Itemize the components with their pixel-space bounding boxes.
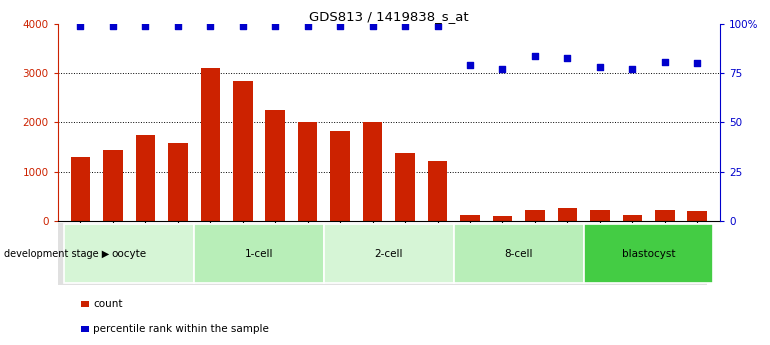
Bar	[233, 81, 253, 221]
Point	[594, 65, 606, 70]
Bar	[330, 131, 350, 221]
Point	[334, 23, 346, 29]
Title: GDS813 / 1419838_s_at: GDS813 / 1419838_s_at	[309, 10, 469, 23]
Text: oocyte: oocyte	[112, 249, 147, 258]
Point	[529, 53, 541, 58]
Bar	[266, 110, 285, 221]
Point	[269, 23, 281, 29]
Bar	[363, 122, 383, 221]
Bar	[454, 224, 584, 283]
Point	[658, 59, 671, 64]
Point	[691, 61, 703, 66]
Point	[626, 67, 638, 72]
Bar	[557, 208, 578, 221]
Bar	[395, 153, 415, 221]
Point	[367, 23, 379, 29]
Point	[107, 23, 119, 29]
Point	[497, 67, 509, 72]
Point	[204, 23, 216, 29]
Bar	[64, 224, 194, 283]
Bar	[103, 149, 122, 221]
Bar	[168, 143, 188, 221]
Text: development stage ▶: development stage ▶	[4, 249, 109, 258]
Bar	[298, 122, 317, 221]
Text: 2-cell: 2-cell	[374, 249, 403, 258]
Bar	[584, 224, 714, 283]
Bar	[194, 224, 324, 283]
Point	[172, 23, 184, 29]
Bar	[428, 161, 447, 221]
Point	[139, 23, 152, 29]
Point	[302, 23, 314, 29]
Text: 8-cell: 8-cell	[504, 249, 533, 258]
Point	[464, 63, 476, 68]
Text: 1-cell: 1-cell	[245, 249, 273, 258]
Bar	[688, 211, 707, 221]
Bar	[71, 157, 90, 221]
Bar	[324, 224, 454, 283]
Point	[561, 55, 574, 60]
Text: blastocyst: blastocyst	[622, 249, 675, 258]
Bar	[136, 135, 155, 221]
Bar	[623, 215, 642, 221]
Bar	[655, 210, 675, 221]
Point	[236, 23, 249, 29]
Point	[75, 23, 87, 29]
Text: percentile rank within the sample: percentile rank within the sample	[93, 324, 269, 334]
Point	[399, 23, 411, 29]
Bar	[460, 215, 480, 221]
Text: count: count	[93, 299, 122, 309]
Bar	[525, 210, 544, 221]
Bar	[200, 68, 220, 221]
Bar	[493, 216, 512, 221]
Point	[431, 23, 444, 29]
Bar	[590, 210, 610, 221]
